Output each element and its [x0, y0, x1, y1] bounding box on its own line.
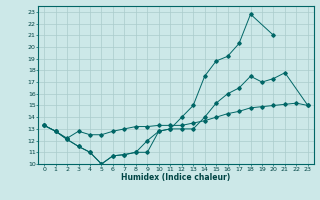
X-axis label: Humidex (Indice chaleur): Humidex (Indice chaleur): [121, 173, 231, 182]
